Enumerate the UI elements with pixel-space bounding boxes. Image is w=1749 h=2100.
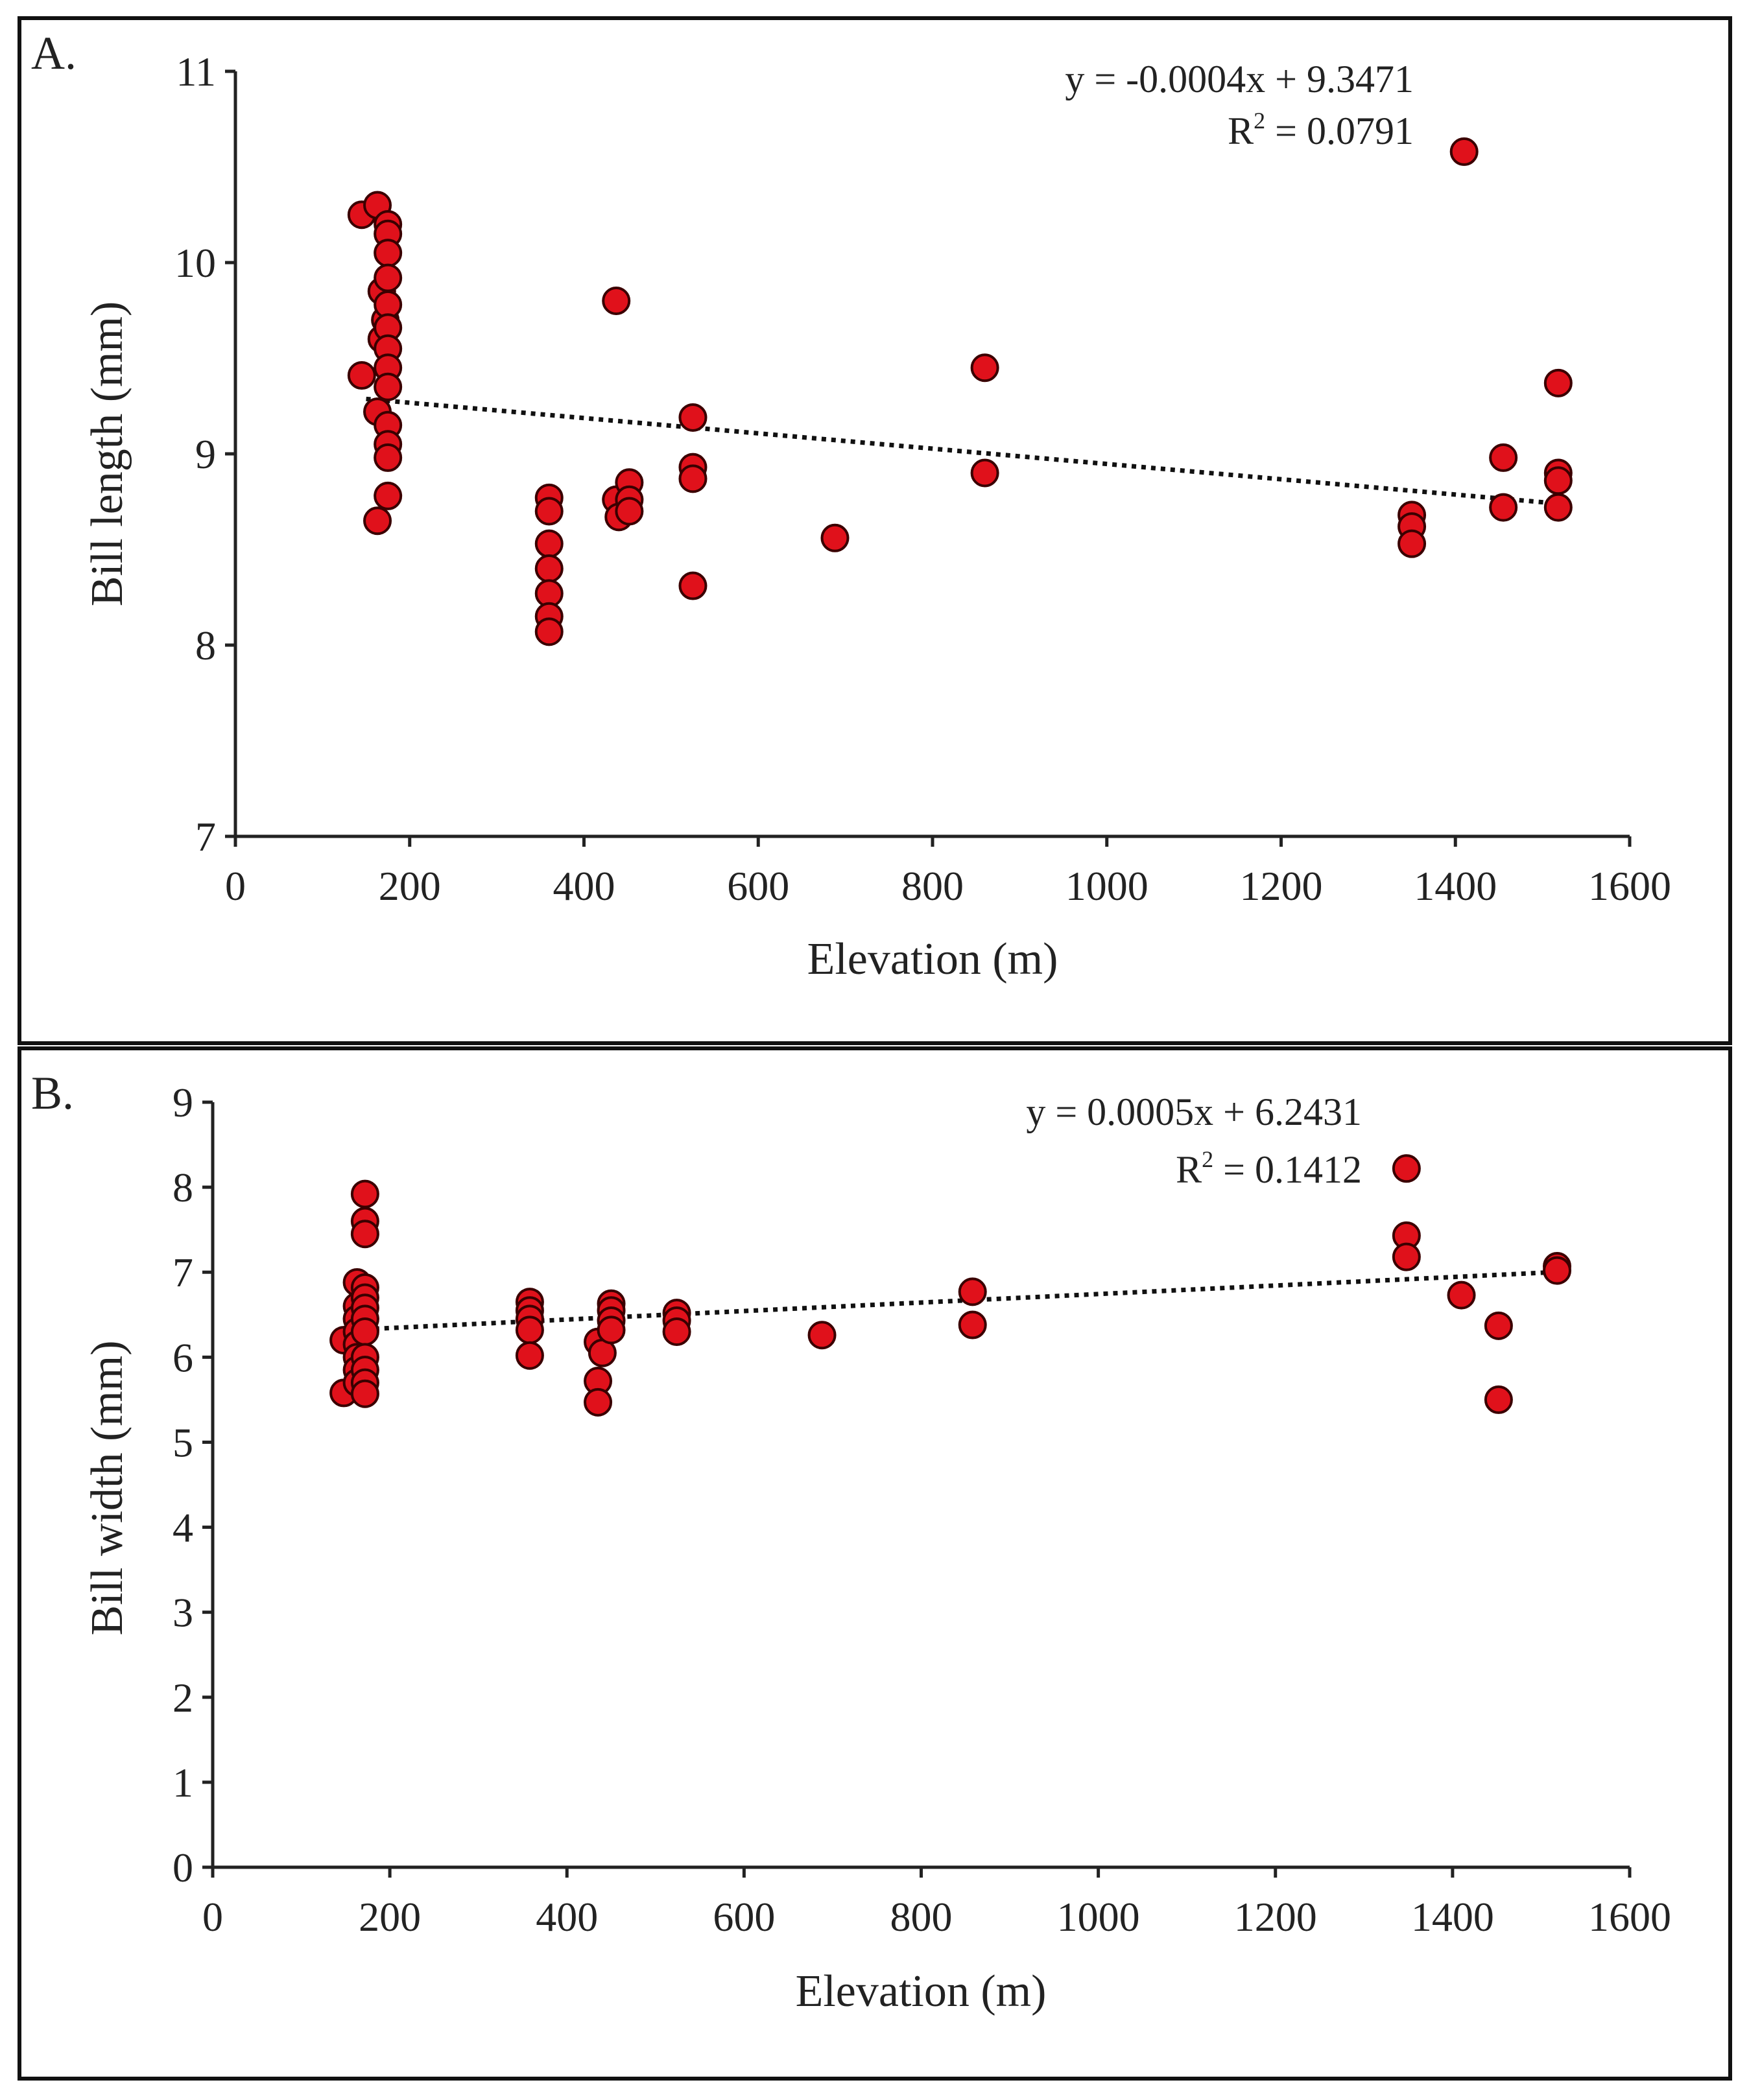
panel-b-y-tick-label: 0 [173, 1845, 193, 1891]
panel-b-r-squared: R2 = 0.1412 [1176, 1146, 1362, 1191]
panel-a-data-point [1489, 443, 1518, 472]
panel-a-data-point [363, 506, 392, 536]
panel-a-data-point [1398, 529, 1427, 558]
panel-b-y-tick-label: 3 [173, 1590, 193, 1636]
panel-b-y-tick-label: 9 [173, 1079, 193, 1126]
panel-a-data-point [534, 617, 564, 646]
panel-a-data-point [1543, 466, 1573, 495]
panel-b-data-point [350, 1317, 379, 1346]
panel-b-trendline [345, 1269, 1559, 1333]
panel-a-y-tick-label: 7 [195, 814, 216, 860]
panel-b-x-tick-label: 1600 [1588, 1894, 1671, 1940]
panel-b-data-point [1484, 1385, 1513, 1414]
panel-b-x-tick-label: 400 [536, 1894, 598, 1940]
panel-a-points [347, 137, 1573, 646]
panel-a-data-point [534, 554, 564, 583]
panel-a-data-point [602, 287, 631, 315]
panel-a-y-tick-label: 9 [195, 431, 216, 477]
panel-a-x-tick-label: 400 [553, 863, 615, 909]
panel-a-data-point [374, 372, 403, 401]
panel-b-x-tick-label: 1000 [1057, 1894, 1140, 1940]
panel-b-data-point [515, 1341, 544, 1370]
panel-b-ticks: 0 1 2 3 4 5 6 7 8 9 0 200 400 600 800 1000 1200 1400 1600 [173, 1079, 1671, 1940]
panel-a-data-point [534, 497, 564, 526]
panel-a-x-axis-title: Elevation (m) [807, 934, 1058, 984]
panel-b-x-axis-title: Elevation (m) [796, 1966, 1047, 2016]
panel-a-data-point [374, 443, 403, 472]
panel-a-y-tick-label: 11 [176, 49, 216, 95]
panel-b-x-tick-label: 800 [890, 1894, 953, 1940]
panel-a-data-point [678, 403, 708, 432]
panel-b-equation: y = 0.0005x + 6.2431 [1026, 1091, 1362, 1133]
panel-b-y-axis-title: Bill width (mm) [82, 1341, 132, 1636]
panel-a-x-tick-label: 0 [225, 863, 246, 909]
panel-a-data-point [1543, 493, 1573, 522]
panel-b-x-tick-label: 1400 [1411, 1894, 1494, 1940]
panel-a-x-tick-label: 800 [901, 863, 964, 909]
panel-a-y-axis-title: Bill length (mm) [82, 301, 132, 607]
panel-a-data-point [1489, 493, 1518, 522]
panel-b-x-tick-label: 600 [713, 1894, 775, 1940]
panel-b-y-tick-label: 8 [173, 1164, 193, 1210]
panel-b-data-point [1484, 1311, 1513, 1340]
panel-b-label: B. [31, 1067, 74, 1119]
panel-a-x-tick-label: 1400 [1414, 863, 1497, 909]
panel-b-y-tick-label: 7 [173, 1249, 193, 1295]
panel-b-points [329, 1154, 1572, 1417]
panel-b-data-point [584, 1387, 613, 1417]
panel-b-y-tick-label: 4 [173, 1505, 193, 1551]
panel-b-data-point [1392, 1242, 1421, 1271]
panel-a-data-point [615, 497, 644, 526]
panel-b-data-point [515, 1315, 544, 1345]
panel-a-r-squared: R2 = 0.0791 [1228, 108, 1414, 152]
panel-b-x-tick-label: 0 [202, 1894, 223, 1940]
panel-a-data-point [374, 263, 403, 292]
panel-a-y-tick-label: 8 [195, 622, 216, 668]
panel-b-data-point [958, 1310, 987, 1339]
panel-a-frame [18, 16, 1732, 1045]
panel-b-data-point [1543, 1256, 1572, 1285]
panel-a-equation: y = -0.0004x + 9.3471 [1065, 58, 1414, 100]
panel-b-data-point [350, 1220, 379, 1249]
panel-b-x-tick-label: 1200 [1234, 1894, 1317, 1940]
panel-a-data-point [678, 464, 708, 493]
panel-a-x-tick-label: 1200 [1240, 863, 1323, 909]
panel-b-y-tick-label: 2 [173, 1675, 193, 1721]
panel-b-y-tick-label: 6 [173, 1334, 193, 1380]
panel-b-y-tick-label: 5 [173, 1419, 193, 1465]
panel-a-data-point [1543, 368, 1573, 397]
panel-a-data-point [347, 361, 376, 390]
panel-a-data-point [374, 239, 403, 268]
panel-a-label: A. [31, 27, 77, 79]
panel-b-data-point [1447, 1280, 1476, 1310]
panel-a-x-tick-label: 200 [379, 863, 441, 909]
panel-b-x-tick-label: 200 [359, 1894, 421, 1940]
panel-a-data-point [1449, 137, 1479, 166]
panel-a-x-tick-label: 600 [727, 863, 789, 909]
panel-b-data-point [597, 1315, 626, 1345]
panel-b-data-point [1392, 1154, 1421, 1183]
panel-a-data-point [820, 523, 850, 552]
panel-a-data-point [970, 458, 999, 488]
panel-a-data-point [374, 481, 403, 510]
panel-b-data-point [807, 1321, 837, 1350]
panel-a-x-tick-label: 1000 [1065, 863, 1148, 909]
panel-b-data-point [350, 1379, 379, 1408]
panel-a-y-tick-label: 10 [174, 240, 216, 286]
panel-a-ticks: 7 8 9 10 11 0 200 400 600 800 1000 1200 1400 1600 [174, 49, 1671, 909]
panel-b-frame [18, 1046, 1732, 2081]
panel-b-data-point [662, 1317, 691, 1346]
panel-b-data-point [958, 1277, 987, 1306]
panel-a-x-tick-label: 1600 [1588, 863, 1671, 909]
panel-b-data-point [350, 1179, 379, 1209]
panel-a-data-point [678, 571, 708, 600]
panel-a-data-point [970, 353, 999, 383]
panel-b: B. 0 1 2 3 4 5 6 7 8 9 0 200 400 600 800 1000 1200 1400 16… [18, 1046, 1732, 2081]
panel-b-y-tick-label: 1 [173, 1760, 193, 1806]
panel-a-data-point [534, 529, 564, 558]
